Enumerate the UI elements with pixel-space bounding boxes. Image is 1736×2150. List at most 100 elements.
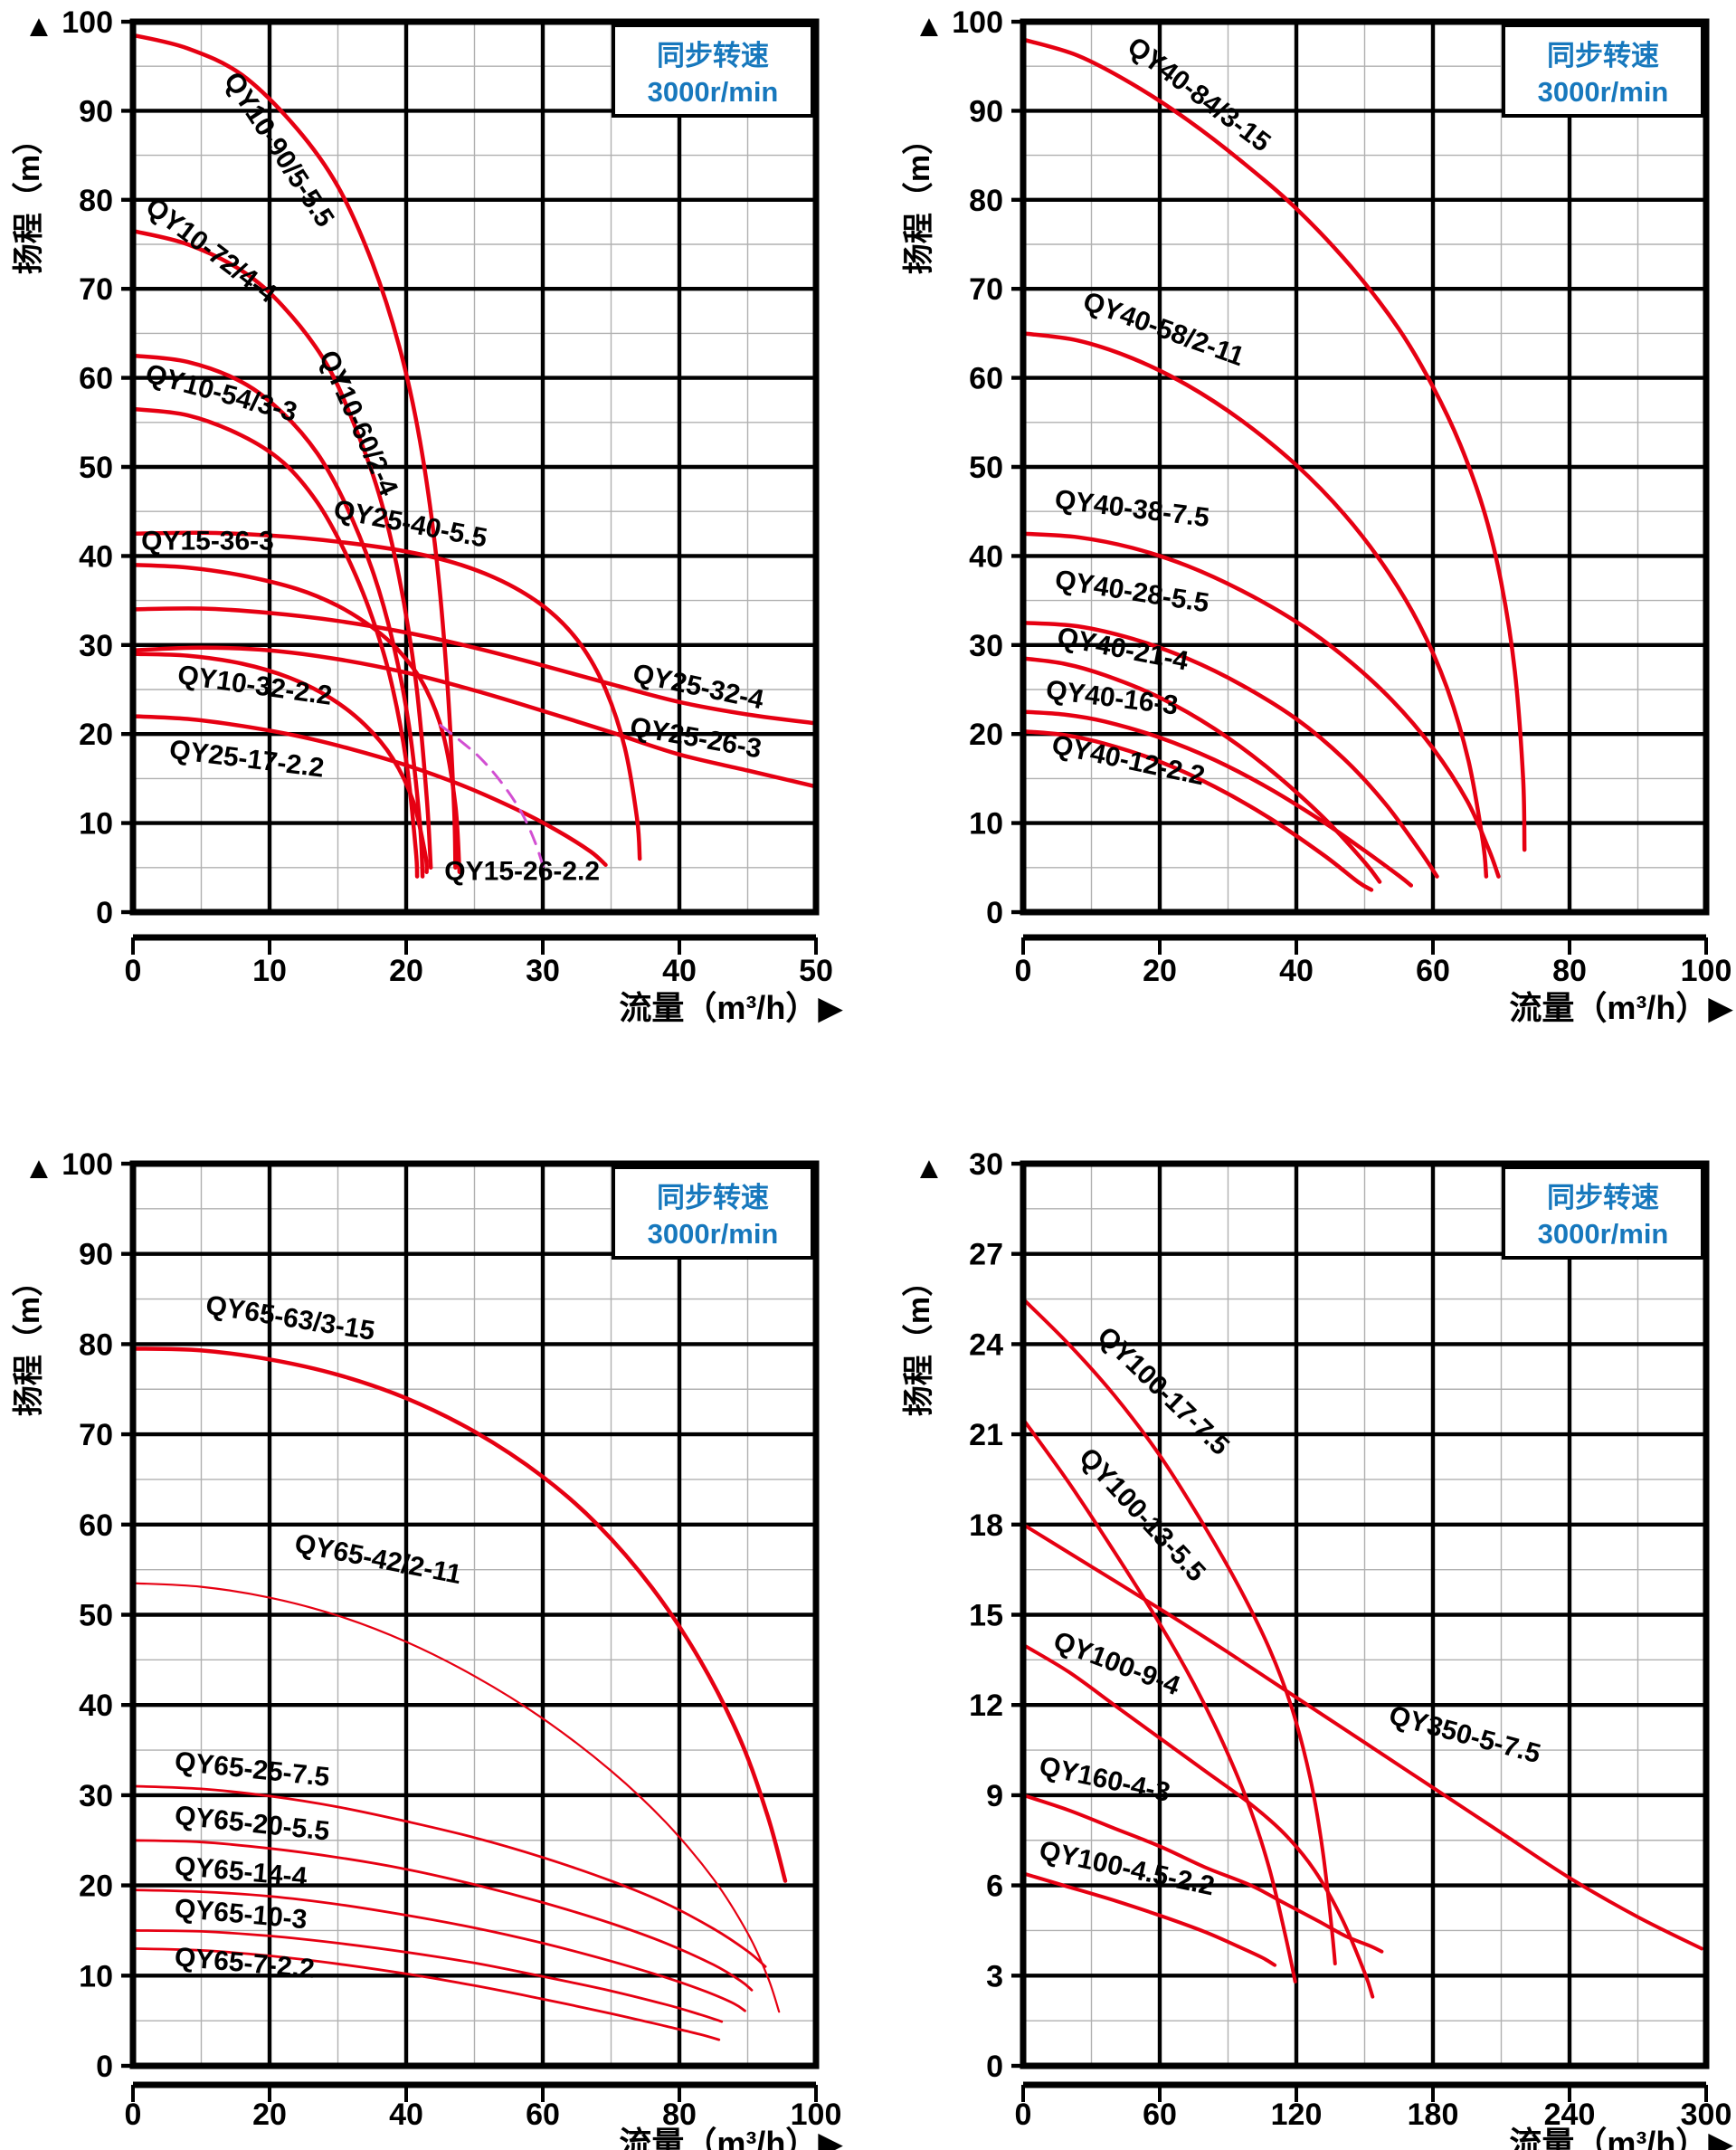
- x-tick-label: 20: [1143, 954, 1177, 988]
- x-tick-label: 100: [791, 2098, 842, 2132]
- x-tick-label: 40: [389, 2098, 423, 2132]
- curve-QY100-4.5-2.2: [1021, 1871, 1277, 1967]
- y-tick-label: 90: [79, 1238, 113, 1272]
- curve-label-QY100-9-4: QY100-9-4: [1049, 1626, 1184, 1702]
- curve-QY40-21-4: [1020, 656, 1382, 884]
- y-tick-label: 90: [79, 94, 113, 128]
- curve-label-QY100-13-5.5: QY100-13-5.5: [1073, 1442, 1211, 1587]
- plot-border: [129, 18, 820, 916]
- y-tick-label: 3: [986, 1959, 1003, 1993]
- y-tick-label: 40: [969, 539, 1003, 574]
- y-tick-label: 80: [969, 184, 1003, 218]
- legend: 同步转速 3000r/min: [1502, 1165, 1704, 1260]
- curve-label-QY15-26-2.2: QY15-26-2.2: [444, 857, 600, 887]
- x-tick-label: 20: [252, 2098, 287, 2132]
- x-tick-label: 100: [1681, 954, 1732, 988]
- x-tick-label: 30: [526, 954, 560, 988]
- curve-label-QY65-10-3: QY65-10-3: [174, 1894, 308, 1936]
- curves: [1021, 1297, 1703, 1999]
- grid-major: [121, 19, 816, 915]
- panel-top-right: 同步转速 3000r/min QY40-84/3-15 QY40-58/2-11 QY4…: [901, 5, 1733, 1026]
- y-tick-label: 10: [79, 807, 113, 842]
- y-tick-label: 30: [79, 629, 113, 663]
- y-axis-labels: 0 10 20 30 40 50 60 70 80 90 100: [952, 5, 1003, 930]
- plot-border: [1020, 1160, 1710, 2069]
- y-tick-label: 9: [986, 1779, 1003, 1813]
- y-tick-label: 24: [969, 1327, 1003, 1362]
- curve-label-QY10-60/2-4: QY10-60/2-4: [313, 346, 403, 500]
- curve-label-QY40-28-5.5: QY40-28-5.5: [1053, 565, 1211, 618]
- curve-QY25-32-4: [130, 606, 819, 726]
- x-axis-title: 流量（m³/h）▶: [619, 2125, 843, 2150]
- curve-QY65-25-7.5: [131, 1784, 767, 1968]
- legend-box: [1502, 1165, 1704, 1260]
- x-tick-label: 60: [526, 2098, 560, 2132]
- x-tick-label: 60: [1143, 2098, 1177, 2132]
- curve-label-QY100-4.5-2.2: QY100-4.5-2.2: [1037, 1835, 1217, 1901]
- curve-label-QY40-38-7.5: QY40-38-7.5: [1053, 484, 1211, 533]
- curve-QY65-7-2.2: [131, 1947, 721, 2041]
- y-tick-label: 70: [79, 1418, 113, 1452]
- y-axis-labels: 0 3 6 9 12 15 18 21 24 27 30: [969, 1147, 1003, 2084]
- curve-QY65-20-5.5: [131, 1839, 754, 1992]
- x-tick-label: 10: [252, 954, 287, 988]
- y-tick-label: 70: [79, 272, 113, 307]
- curve-label-QY65-7-2.2: QY65-7-2.2: [174, 1942, 316, 1984]
- legend: 同步转速 3000r/min: [612, 24, 814, 118]
- legend-sync-speed-label: 同步转速: [1547, 1182, 1659, 1213]
- y-tick-label: 100: [62, 1147, 113, 1182]
- y-tick-label: 10: [79, 1959, 113, 1993]
- y-tick-label: 20: [79, 718, 113, 752]
- curve-QY10-72/4-4: [130, 228, 433, 870]
- plot-border: [1020, 18, 1710, 916]
- curve-QY40-16-3: [1020, 709, 1414, 888]
- y-tick-label: 10: [969, 807, 1003, 842]
- legend-box: [1502, 24, 1704, 118]
- y-tick-label: 80: [79, 1327, 113, 1362]
- curve-label-QY350-5-7.5: QY350-5-7.5: [1386, 1700, 1543, 1769]
- curve-label-QY40-84/3-15: QY40-84/3-15: [1122, 32, 1276, 158]
- curve-QY65-42/2-11: [131, 1582, 781, 2013]
- panel-bottom-left: 同步转速3000r/minQY65-63/3-15QY65-42/2-11QY6…: [11, 1147, 843, 2150]
- y-tick-label: 40: [79, 539, 113, 574]
- curve-label-QY10-90/5-5.5: QY10-90/5-5.5: [218, 67, 340, 233]
- curve-label-QY160-4-3: QY160-4-3: [1037, 1751, 1172, 1808]
- legend-rpm-value: 3000r/min: [1538, 76, 1669, 108]
- x-tick-label: 40: [1279, 954, 1314, 988]
- x-tick-label: 20: [389, 954, 423, 988]
- legend-rpm-value: 3000r/min: [1538, 1218, 1669, 1250]
- y-axis-title: 扬程（m）: [901, 1266, 936, 1416]
- legend-sync-speed-label: 同步转速: [1547, 40, 1659, 71]
- y-axis-arrow-icon: ▲: [24, 9, 54, 43]
- y-tick-label: 60: [79, 362, 113, 396]
- curve-label-QY40-21-4: QY40-21-4: [1055, 622, 1191, 676]
- y-tick-label: 80: [79, 184, 113, 218]
- x-tick-label: 80: [1552, 954, 1587, 988]
- y-tick-label: 90: [969, 94, 1003, 128]
- legend-sync-speed-label: 同步转速: [657, 40, 769, 71]
- x-axis-title: 流量（m³/h）▶: [1509, 989, 1733, 1026]
- x-tick-label: 50: [799, 954, 833, 988]
- legend-box: [612, 24, 814, 118]
- curve-QY40-58/2-11: [1020, 331, 1489, 879]
- x-tick-label: 180: [1408, 2098, 1459, 2132]
- curve-label-QY40-58/2-11: QY40-58/2-11: [1079, 286, 1248, 372]
- curve-QY40-84/3-15: [1020, 37, 1527, 852]
- legend: 同步转速 3000r/min: [612, 1165, 814, 1260]
- curves: [130, 1346, 788, 2041]
- y-tick-label: 50: [969, 451, 1003, 485]
- curves: [130, 33, 819, 879]
- y-axis-labels: 0 10 20 30 40 50 60 70 80 90 100: [62, 5, 113, 930]
- y-tick-label: 20: [969, 718, 1003, 752]
- curve-QY40-28-5.5: [1020, 620, 1439, 879]
- curve-label-QY10-54/3-3: QY10-54/3-3: [142, 358, 299, 427]
- y-tick-label: 30: [969, 629, 1003, 663]
- curve-QY10-90/5-5.5: [130, 33, 458, 870]
- y-tick-label: 50: [79, 1599, 113, 1633]
- x-tick-label: 40: [662, 954, 697, 988]
- y-tick-label: 27: [969, 1238, 1003, 1272]
- curve-QY25-40-5.5: [130, 530, 642, 861]
